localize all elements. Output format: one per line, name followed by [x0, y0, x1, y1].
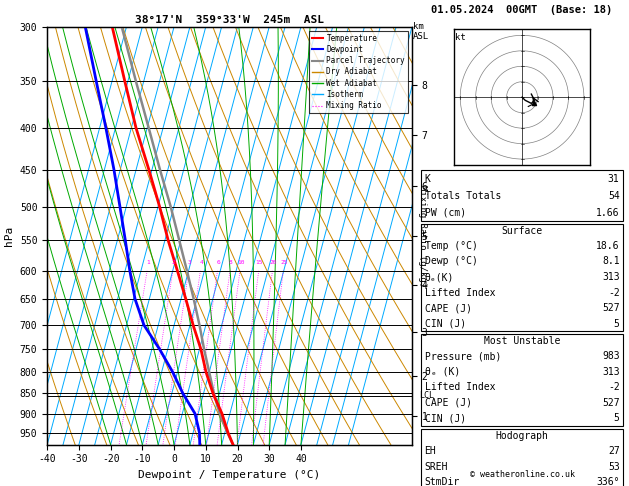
Text: km
ASL: km ASL [413, 22, 430, 40]
Text: EH: EH [425, 446, 437, 456]
Text: 15: 15 [256, 260, 263, 265]
Text: Surface: Surface [501, 226, 543, 236]
Text: PW (cm): PW (cm) [425, 208, 465, 218]
Text: Most Unstable: Most Unstable [484, 336, 560, 346]
Text: 8: 8 [229, 260, 233, 265]
Text: 18.6: 18.6 [596, 241, 620, 251]
Text: 313: 313 [602, 272, 620, 282]
Text: CAPE (J): CAPE (J) [425, 398, 472, 408]
Text: Hodograph: Hodograph [496, 431, 548, 441]
X-axis label: Dewpoint / Temperature (°C): Dewpoint / Temperature (°C) [138, 470, 321, 480]
Text: Temp (°C): Temp (°C) [425, 241, 477, 251]
Legend: Temperature, Dewpoint, Parcel Trajectory, Dry Adiabat, Wet Adiabat, Isotherm, Mi: Temperature, Dewpoint, Parcel Trajectory… [309, 31, 408, 113]
Text: LCL: LCL [419, 391, 434, 400]
Text: 01.05.2024  00GMT  (Base: 18): 01.05.2024 00GMT (Base: 18) [431, 5, 613, 15]
Text: 31: 31 [608, 174, 620, 184]
Text: CAPE (J): CAPE (J) [425, 303, 472, 313]
Text: 20: 20 [269, 260, 277, 265]
Text: 527: 527 [602, 398, 620, 408]
Text: SREH: SREH [425, 462, 448, 471]
Text: 10: 10 [237, 260, 245, 265]
Text: CIN (J): CIN (J) [425, 414, 465, 423]
Text: -2: -2 [608, 382, 620, 392]
Text: Lifted Index: Lifted Index [425, 382, 495, 392]
Text: 2: 2 [172, 260, 175, 265]
Text: 53: 53 [608, 462, 620, 471]
Text: Dewp (°C): Dewp (°C) [425, 257, 477, 266]
Text: 27: 27 [608, 446, 620, 456]
Y-axis label: hPa: hPa [4, 226, 14, 246]
Text: 5: 5 [614, 319, 620, 329]
Text: Mixing Ratio (g/kg): Mixing Ratio (g/kg) [418, 185, 426, 287]
Text: θₑ (K): θₑ (K) [425, 367, 460, 377]
Text: 1: 1 [146, 260, 150, 265]
Text: 4: 4 [199, 260, 203, 265]
Text: Pressure (mb): Pressure (mb) [425, 351, 501, 361]
Text: © weatheronline.co.uk: © weatheronline.co.uk [470, 469, 574, 479]
Text: 527: 527 [602, 303, 620, 313]
Text: -2: -2 [608, 288, 620, 297]
Text: 8.1: 8.1 [602, 257, 620, 266]
Text: 336°: 336° [596, 477, 620, 486]
Text: Lifted Index: Lifted Index [425, 288, 495, 297]
Text: Totals Totals: Totals Totals [425, 191, 501, 201]
Text: 313: 313 [602, 367, 620, 377]
Text: 54: 54 [608, 191, 620, 201]
Text: θₑ(K): θₑ(K) [425, 272, 454, 282]
Title: 38°17'N  359°33'W  245m  ASL: 38°17'N 359°33'W 245m ASL [135, 15, 324, 25]
Text: 5: 5 [614, 414, 620, 423]
Text: 1.66: 1.66 [596, 208, 620, 218]
Text: kt: kt [455, 33, 466, 42]
Text: CIN (J): CIN (J) [425, 319, 465, 329]
Text: 3: 3 [187, 260, 191, 265]
Text: K: K [425, 174, 430, 184]
Text: 25: 25 [281, 260, 287, 265]
Text: StmDir: StmDir [425, 477, 460, 486]
Text: 983: 983 [602, 351, 620, 361]
Text: 6: 6 [216, 260, 220, 265]
